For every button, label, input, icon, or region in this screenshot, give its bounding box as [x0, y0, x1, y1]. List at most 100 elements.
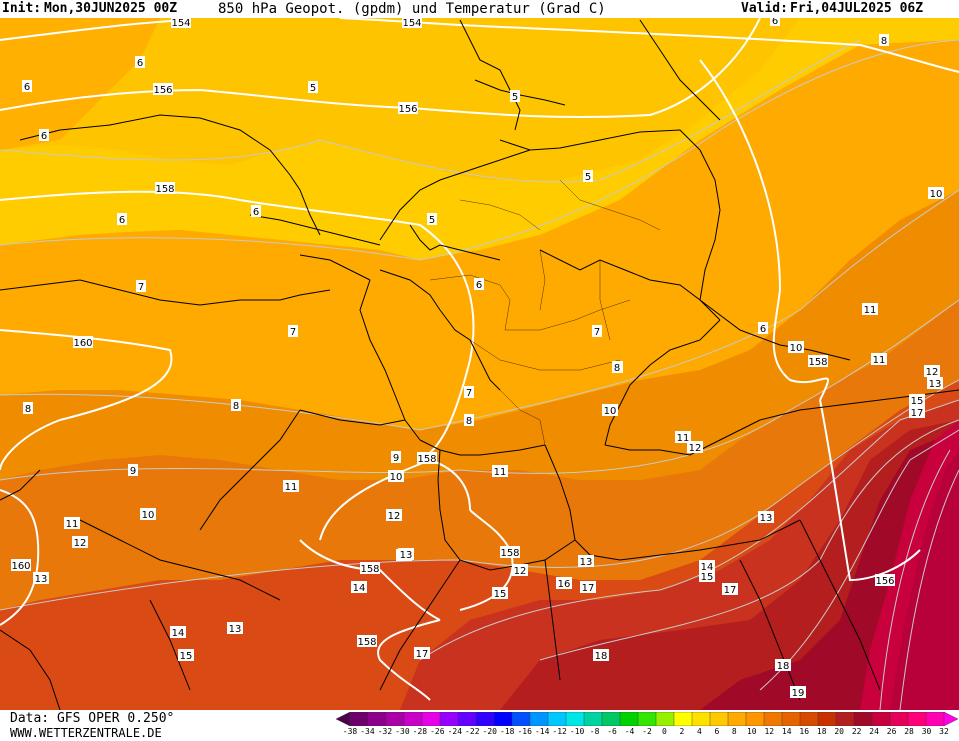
legend-arrow-high: [943, 712, 958, 726]
legend-tick: 16: [799, 727, 810, 736]
legend-tick: 14: [781, 727, 792, 736]
legend-arrow-low: [336, 712, 351, 726]
svg-text:158: 158: [500, 548, 519, 559]
temperature-label: 13: [398, 548, 414, 561]
svg-text:8: 8: [233, 401, 239, 412]
legend-swatch: [655, 712, 675, 726]
svg-text:15: 15: [180, 651, 193, 662]
legend-swatch: [619, 712, 639, 726]
legend-tick: -26: [430, 727, 445, 736]
svg-text:8: 8: [25, 404, 31, 415]
legend-swatch: [421, 712, 441, 726]
temperature-label: 5: [510, 90, 520, 103]
temperature-label: 7: [464, 386, 474, 399]
temperature-label: 8: [612, 361, 622, 374]
svg-text:10: 10: [790, 343, 803, 354]
legend-tick: 10: [746, 727, 757, 736]
legend-tick: 22: [851, 727, 862, 736]
temperature-label: 15: [909, 394, 925, 407]
temperature-label: 11: [675, 431, 691, 444]
svg-text:11: 11: [494, 467, 507, 478]
svg-text:17: 17: [911, 408, 924, 419]
svg-text:15: 15: [494, 589, 507, 600]
legend-tick: -12: [552, 727, 567, 736]
init-value: Mon,30JUN2025 00Z: [44, 1, 178, 16]
svg-text:158: 158: [360, 564, 379, 575]
svg-text:13: 13: [229, 624, 242, 635]
temperature-label: 19: [790, 686, 806, 699]
geopotential-label: 158: [155, 182, 175, 195]
svg-text:12: 12: [74, 538, 87, 549]
svg-text:9: 9: [130, 466, 136, 477]
legend-tick: 6: [714, 727, 720, 736]
temp-band-6-west: [0, 18, 160, 150]
legend-swatch: [385, 712, 405, 726]
legend-tick: -16: [517, 727, 532, 736]
temperature-label: 16: [556, 577, 572, 590]
temperature-label: 7: [592, 325, 602, 338]
svg-text:17: 17: [582, 583, 595, 594]
svg-text:13: 13: [929, 379, 942, 390]
temperature-label: 5: [427, 213, 437, 226]
geopotential-label: 160: [73, 336, 93, 349]
temperature-label: 13: [578, 555, 594, 568]
temperature-label: 17: [722, 583, 738, 596]
svg-text:10: 10: [604, 406, 617, 417]
legend-tick: -18: [500, 727, 515, 736]
legend-swatch: [565, 712, 585, 726]
temperature-label: 9: [391, 451, 401, 464]
temp-band-6-8: [0, 40, 959, 430]
temperature-label: 12: [72, 536, 88, 549]
svg-text:6: 6: [137, 58, 143, 69]
geopotential-label: 156: [398, 102, 418, 115]
geopotential-label: 158: [808, 355, 828, 368]
temperature-label: 6: [22, 80, 32, 93]
legend-swatch: [349, 712, 369, 726]
svg-text:14: 14: [353, 583, 366, 594]
svg-text:160: 160: [73, 338, 92, 349]
legend-swatch: [835, 712, 855, 726]
legend-swatch: [925, 712, 945, 726]
svg-text:6: 6: [24, 82, 30, 93]
geopotential-label-group: 154 154 156 156 158 160 158 158 160 158 …: [11, 18, 895, 648]
svg-text:6: 6: [119, 215, 125, 226]
legend-swatch: [799, 712, 819, 726]
temperature-label: 13: [227, 622, 243, 635]
temperature-label: 6: [39, 129, 49, 142]
legend-swatch: [601, 712, 621, 726]
svg-text:5: 5: [429, 215, 435, 226]
svg-text:11: 11: [66, 519, 79, 530]
legend-swatch: [889, 712, 909, 726]
svg-text:7: 7: [138, 282, 144, 293]
map-header: Init: Mon,30JUN2025 00Z 850 hPa Geopot. …: [0, 0, 959, 18]
legend-swatch: [781, 712, 801, 726]
legend-tick: -8: [589, 727, 600, 736]
legend-swatch: [763, 712, 783, 726]
legend-swatch: [457, 712, 477, 726]
temperature-label: 12: [924, 365, 940, 378]
svg-text:11: 11: [864, 305, 877, 316]
temperature-label: 18: [775, 659, 791, 672]
init-label: Init:: [2, 1, 42, 16]
legend-tick: 8: [731, 727, 737, 736]
map-borders: [0, 19, 959, 710]
legend-swatch: [817, 712, 837, 726]
legend-tick: -2: [642, 727, 652, 736]
svg-text:7: 7: [290, 327, 296, 338]
temperature-label: 6: [251, 205, 261, 218]
temperature-label: 13: [927, 377, 943, 390]
temperature-label: 18: [593, 649, 609, 662]
svg-text:154: 154: [171, 18, 190, 29]
geopotential-label: 158: [417, 452, 437, 465]
geopotential-label: 154: [171, 18, 191, 29]
geopotential-label: 156: [153, 83, 173, 96]
temperature-label: 15: [492, 587, 508, 600]
svg-text:5: 5: [585, 172, 591, 183]
svg-text:7: 7: [466, 388, 472, 399]
temperature-label: 13: [758, 511, 774, 524]
temperature-label: 7: [288, 325, 298, 338]
geopotential-label: 154: [402, 18, 422, 29]
temperature-label: 17: [414, 647, 430, 660]
svg-text:5: 5: [512, 92, 518, 103]
temperature-label: 6: [135, 56, 145, 69]
